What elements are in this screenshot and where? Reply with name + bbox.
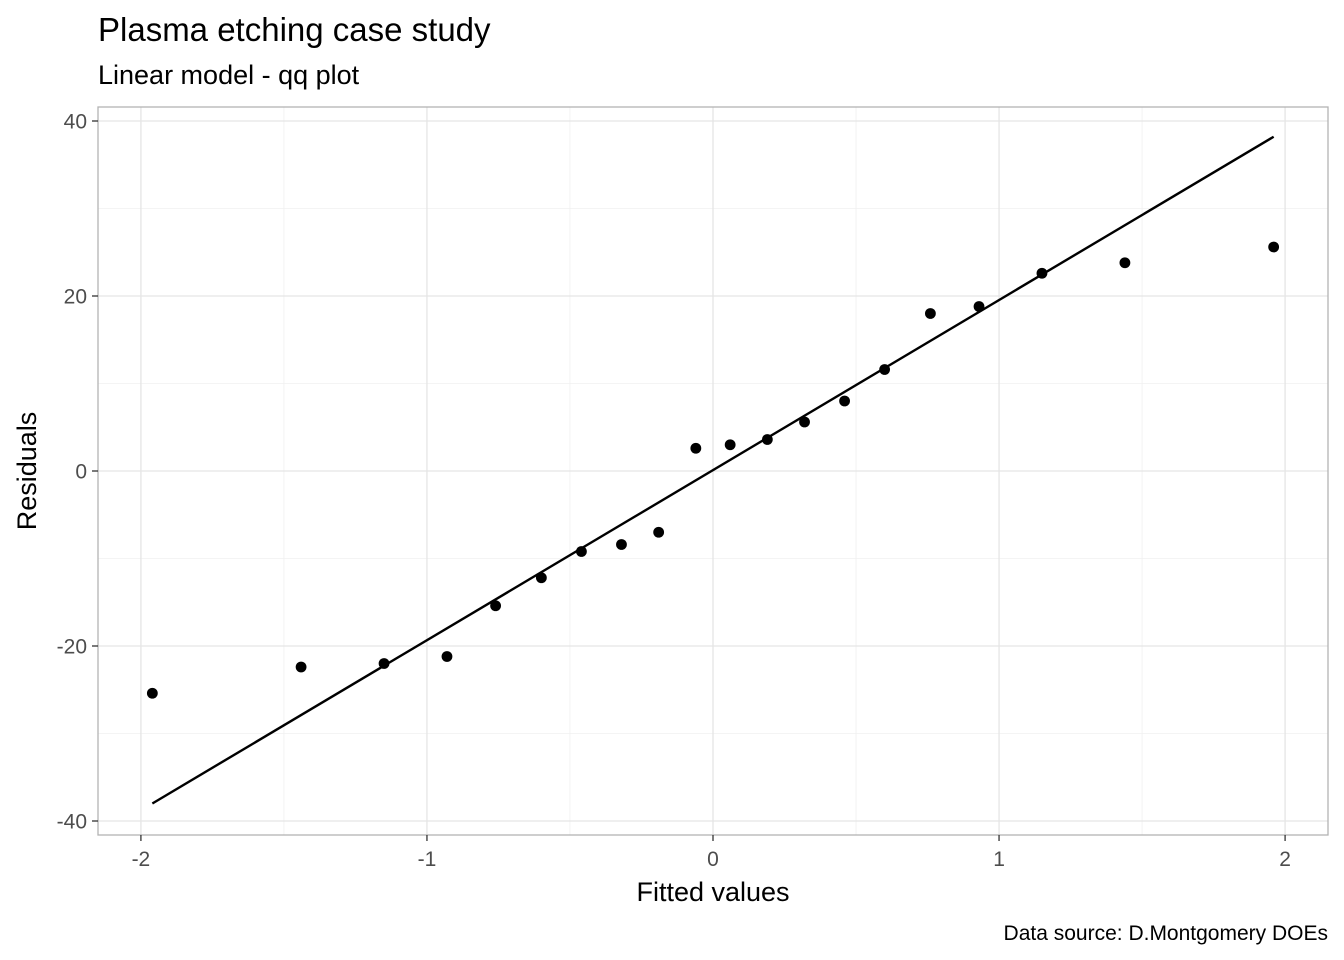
- y-tick-label: 20: [64, 286, 87, 309]
- x-axis-title: Fitted values: [636, 877, 789, 907]
- data-point: [295, 661, 307, 673]
- x-tick-label: 1: [993, 848, 1005, 871]
- data-point: [535, 572, 547, 584]
- chart-subtitle: Linear model - qq plot: [98, 60, 360, 90]
- data-point: [839, 395, 850, 407]
- data-point: [1036, 267, 1048, 279]
- data-point: [146, 687, 158, 699]
- y-tick-label: -40: [57, 811, 87, 834]
- data-point: [761, 434, 773, 445]
- data-point: [576, 546, 587, 557]
- qq-reference-line: [151, 135, 1275, 805]
- x-tick-label: -2: [132, 848, 151, 871]
- data-point: [973, 301, 985, 312]
- data-point: [653, 526, 665, 538]
- data-point: [378, 658, 390, 669]
- axis-ticks: -2 -1 0 1 2 -40 -20 0 20 40: [57, 111, 1291, 872]
- data-point: [441, 651, 453, 662]
- y-tick-label: 40: [64, 111, 87, 134]
- y-tick-label: 0: [75, 461, 87, 484]
- x-tick-label: 2: [1279, 848, 1291, 871]
- data-point: [724, 439, 736, 451]
- data-point: [799, 416, 810, 428]
- data-point: [1119, 257, 1131, 269]
- data-points: [146, 241, 1280, 699]
- grid-lines: [98, 107, 1328, 835]
- y-axis-title: Residuals: [12, 412, 42, 531]
- reference-line-layer: [151, 135, 1275, 805]
- chart-title: Plasma etching case study: [98, 11, 491, 48]
- data-point: [616, 539, 627, 550]
- chart-caption: Data source: D.Montgomery DOEs: [1004, 922, 1328, 945]
- x-tick-label: -1: [418, 848, 437, 871]
- data-point: [879, 364, 891, 375]
- data-point: [924, 308, 936, 319]
- data-point: [690, 442, 702, 454]
- x-tick-label: 0: [707, 848, 719, 871]
- data-point: [490, 600, 502, 612]
- data-point: [1268, 241, 1280, 253]
- y-tick-label: -20: [57, 636, 87, 659]
